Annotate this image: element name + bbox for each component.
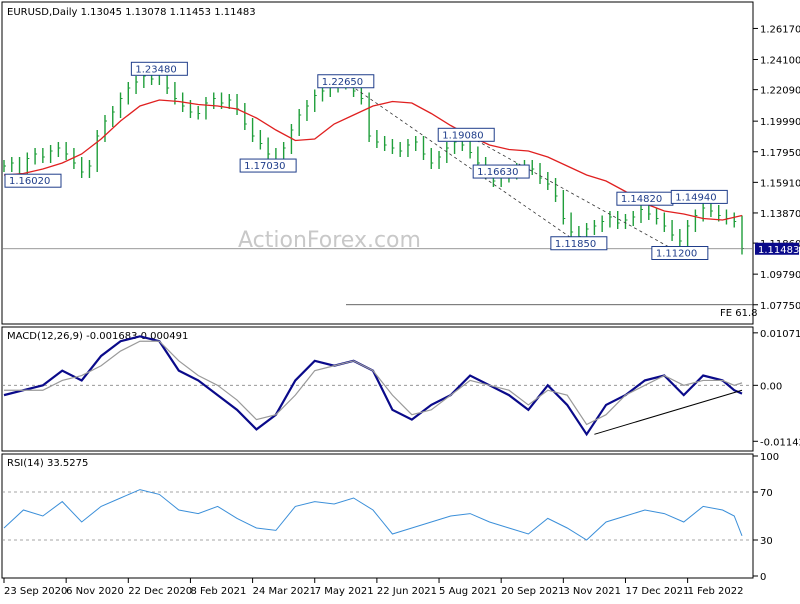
rsi-header: RSI(14) 33.5275	[7, 458, 88, 469]
x-axis-label: 5 Aug 2021	[439, 586, 497, 597]
dashed-trend-line-1	[345, 81, 580, 244]
x-axis-label: 22 Jun 2021	[377, 586, 437, 597]
price-label: 1.16630	[477, 167, 518, 178]
rsi-layer: 100 70 30 0	[2, 452, 779, 583]
rsi-y-label: 30	[760, 536, 773, 547]
rsi-line	[3, 489, 743, 541]
price-label-box	[130, 61, 188, 76]
macd-panel-frame	[1, 326, 754, 452]
price-label: 1.19080	[442, 130, 483, 141]
price-label: 1.11850	[555, 239, 596, 250]
price-label-box	[317, 74, 375, 89]
macd-signal-line	[4, 340, 743, 426]
price-label: 1.22650	[322, 77, 363, 88]
rsi-y-label: 0	[760, 572, 766, 583]
x-axis-label: 8 Feb 2021	[190, 586, 246, 597]
price-label: 1.14820	[621, 194, 662, 205]
rsi-y-label: 70	[760, 488, 773, 499]
macd-y-label: -0.011424	[760, 437, 800, 448]
moving-average-line	[3, 99, 743, 221]
x-axis-label: 20 Sep 2021	[501, 586, 564, 597]
price-y-label: 1.13870	[760, 209, 800, 220]
macd-y-label: 0.00	[760, 381, 782, 392]
price-label-box	[437, 127, 495, 142]
rsi-y-label: 100	[760, 452, 779, 463]
macd-layer: 0.010715 0.00 -0.011424	[2, 329, 800, 448]
price-label: 1.17030	[244, 161, 285, 172]
macd-y-label: 0.010715	[760, 329, 800, 340]
price-y-label: 1.22090	[760, 86, 800, 97]
last-price-label: 1.11483	[758, 245, 799, 256]
macd-trendline	[594, 389, 743, 435]
price-y-label: 1.19990	[760, 117, 800, 128]
x-axis-label: 24 Mar 2021	[253, 586, 316, 597]
price-y-label: 1.26170	[760, 24, 800, 35]
rsi-panel-frame	[1, 453, 754, 579]
price-label-box	[550, 236, 608, 251]
x-axis-label: 3 Nov 2021	[563, 586, 621, 597]
dashed-trend-line-2	[466, 134, 681, 254]
price-panel-frame	[1, 1, 754, 325]
x-axis-label: 17 Dec 2021	[625, 586, 689, 597]
x-axis-label: 23 Sep 2020	[4, 586, 67, 597]
x-axis-label: 6 Nov 2020	[66, 586, 124, 597]
price-label-box	[670, 189, 728, 204]
price-label: 1.23480	[135, 64, 176, 75]
last-price-box	[755, 242, 799, 255]
x-axis-label: 7 May 2021	[315, 586, 374, 597]
watermark: ActionForex.com	[238, 228, 421, 253]
price-y-label: 1.17950	[760, 148, 800, 159]
price-y-label: 1.24100	[760, 56, 800, 67]
price-label: 1.14940	[675, 192, 716, 203]
price-y-label: 1.15910	[760, 178, 800, 189]
price-y-label: 1.09790	[760, 270, 800, 281]
price-label: 1.16020	[9, 176, 50, 187]
x-axis-label: 1 Feb 2022	[688, 586, 744, 597]
macd-main-line	[3, 335, 743, 437]
price-label-box	[4, 173, 62, 188]
price-label-box	[651, 246, 709, 260]
price-label-box	[239, 158, 297, 173]
x-axis-label: 22 Dec 2020	[128, 586, 192, 597]
price-label: 1.11200	[656, 249, 697, 260]
macd-header: MACD(12,26,9) -0.001683 0.000491	[7, 331, 188, 342]
price-layer: 1.16020 1.23480 1.17030 1.22650 1.16630 1.190…	[2, 24, 800, 312]
price-label-box	[472, 164, 530, 179]
fe-label: FE 61.8	[720, 308, 758, 319]
price-header: EURUSD,Daily 1.13045 1.13078 1.11453 1.1…	[7, 7, 256, 18]
price-y-label: 1.07750	[760, 301, 800, 312]
